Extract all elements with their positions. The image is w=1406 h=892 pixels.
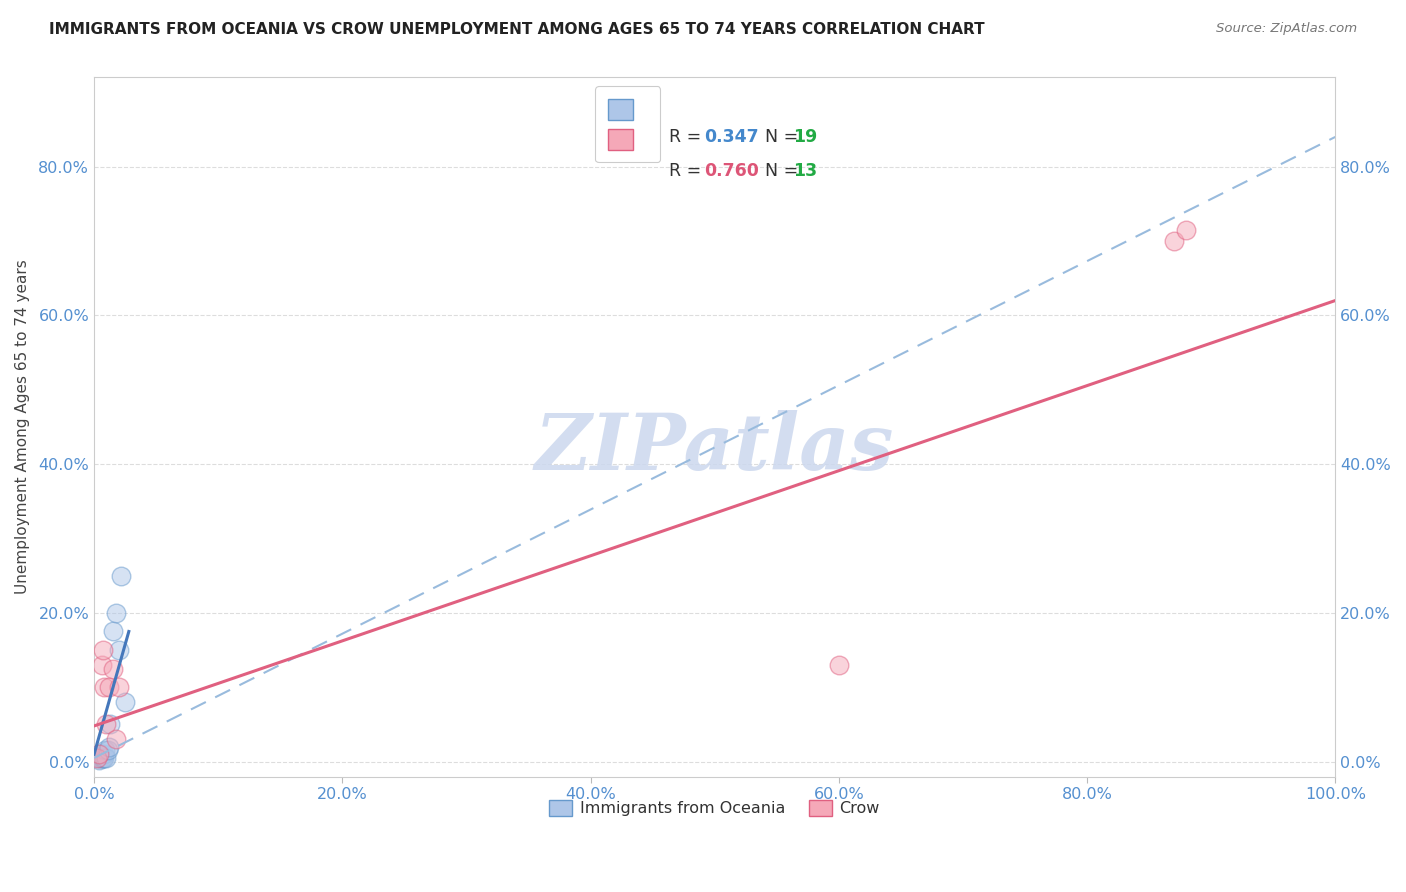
Text: N =: N =: [754, 161, 804, 180]
Text: 0.760: 0.760: [704, 161, 759, 180]
Point: [93, 751, 115, 765]
Point: [101, 624, 124, 639]
Point: [89, 747, 111, 762]
Point: [90, 747, 112, 762]
Text: 0.347: 0.347: [704, 128, 759, 146]
Point: [108, 643, 131, 657]
Text: 19: 19: [793, 128, 817, 146]
Point: [1175, 223, 1198, 237]
Point: [87, 747, 110, 762]
Text: Source: ZipAtlas.com: Source: ZipAtlas.com: [1216, 22, 1357, 36]
Point: [87, 751, 110, 765]
Point: [91, 643, 114, 657]
Point: [108, 680, 131, 694]
Point: [98, 717, 121, 731]
Point: [90, 751, 112, 765]
Point: [96, 751, 118, 765]
Point: [97, 739, 120, 754]
Point: [114, 695, 136, 709]
Point: [96, 717, 118, 731]
Point: [93, 747, 115, 762]
Point: [94, 743, 117, 757]
Point: [110, 568, 132, 582]
Point: [1163, 234, 1185, 248]
Point: [828, 657, 851, 672]
Point: [105, 606, 128, 620]
Point: [101, 662, 124, 676]
Point: [90, 657, 112, 672]
Point: [87, 753, 110, 767]
Text: IMMIGRANTS FROM OCEANIA VS CROW UNEMPLOYMENT AMONG AGES 65 TO 74 YEARS CORRELATI: IMMIGRANTS FROM OCEANIA VS CROW UNEMPLOY…: [49, 22, 984, 37]
Point: [93, 680, 115, 694]
Legend: Immigrants from Oceania, Crow: Immigrants from Oceania, Crow: [541, 792, 887, 824]
Text: R =: R =: [669, 161, 707, 180]
Text: ZIPatlas: ZIPatlas: [534, 409, 894, 486]
Point: [97, 743, 120, 757]
Point: [97, 680, 120, 694]
Point: [86, 751, 108, 765]
Text: R =: R =: [669, 128, 707, 146]
Text: 13: 13: [793, 161, 817, 180]
Text: N =: N =: [754, 128, 804, 146]
Point: [105, 732, 128, 747]
Point: [89, 751, 111, 765]
Point: [91, 751, 114, 765]
Y-axis label: Unemployment Among Ages 65 to 74 years: Unemployment Among Ages 65 to 74 years: [15, 260, 30, 594]
